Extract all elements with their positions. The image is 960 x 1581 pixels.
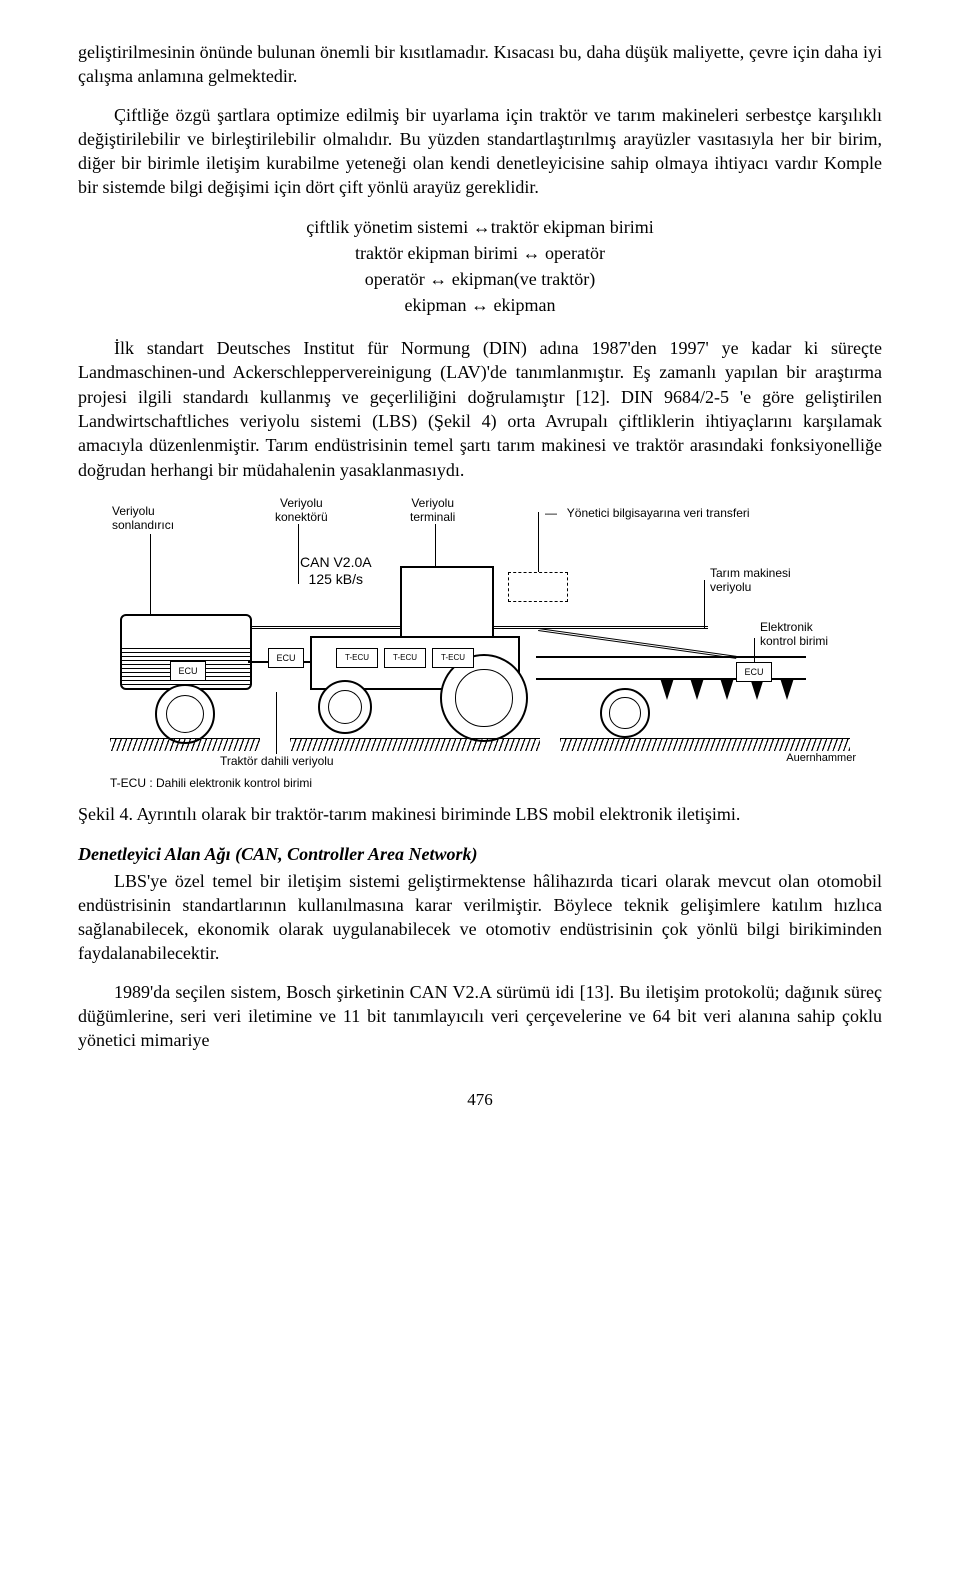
tecu-box-1: T-ECU xyxy=(336,648,378,668)
label-tarim-makinesi-veriyolu: Tarım makinesiveriyolu xyxy=(710,566,791,595)
paragraph-3: İlk standart Deutsches Institut für Norm… xyxy=(78,336,882,482)
label-elektronik-kontrol: Elektronikkontrol birimi xyxy=(760,620,828,649)
figure-lbs-diagram: Veriyolusonlandırıcı Veriyolukonektörü V… xyxy=(100,496,860,796)
paragraph-1: geliştirilmesinin önünde bulunan önemli … xyxy=(78,40,882,89)
interface-line-3: operatör ↔ ekipman(ve traktör) xyxy=(78,266,882,292)
ecu-box-front: ECU xyxy=(268,648,304,668)
tecu-box-3: T-ECU xyxy=(432,648,474,668)
plough-blade-5 xyxy=(780,678,794,700)
label-veriyolu-terminali: Veriyoluterminali xyxy=(410,496,455,525)
label-veriyolu-konektoru: Veriyolukonektörü xyxy=(275,496,328,525)
label-veriyolu-sonlandirici: Veriyolusonlandırıcı xyxy=(112,504,174,533)
plough-blade-3 xyxy=(720,678,734,700)
section-heading-can: Denetleyici Alan Ağı (CAN, Controller Ar… xyxy=(78,842,882,866)
plough-wheel xyxy=(600,688,650,738)
paragraph-2: Çiftliğe özgü şartlara optimize edilmiş … xyxy=(78,103,882,200)
paragraph-5: 1989'da seçilen sistem, Bosch şirketinin… xyxy=(78,980,882,1053)
label-tecu-note: T-ECU : Dahili elektronik kontrol birimi xyxy=(110,776,312,790)
trailer-wheel xyxy=(155,684,215,744)
label-can-spec: CAN V2.0A125 kB/s xyxy=(300,554,372,588)
dashed-terminal xyxy=(508,572,568,602)
label-yonetici-transfer: — Yönetici bilgisayarına veri transferi xyxy=(545,506,750,520)
ecu-box-plough: ECU xyxy=(736,662,772,682)
interface-line-4: ekipman ↔ ekipman xyxy=(78,292,882,318)
label-traktor-dahili: Traktör dahili veriyolu xyxy=(220,754,334,768)
interface-line-1: çiftlik yönetim sistemi ↔traktör ekipman… xyxy=(78,214,882,240)
ground-right xyxy=(560,738,850,751)
tractor-front-wheel xyxy=(318,680,372,734)
label-auernhammer: Auernhammer xyxy=(786,752,856,765)
plough-blade-2 xyxy=(690,678,704,700)
ground-mid xyxy=(290,738,540,751)
plough-blade-1 xyxy=(660,678,674,700)
ground-left xyxy=(110,738,260,751)
ecu-box-trailer: ECU xyxy=(170,661,206,681)
interface-list: çiftlik yönetim sistemi ↔traktör ekipman… xyxy=(78,214,882,318)
tractor-cab xyxy=(400,566,494,640)
paragraph-4: LBS'ye özel temel bir iletişim sistemi g… xyxy=(78,869,882,966)
figure-caption: Şekil 4. Ayrıntılı olarak bir traktör-ta… xyxy=(78,802,882,826)
interface-line-2: traktör ekipman birimi ↔ operatör xyxy=(78,240,882,266)
tecu-box-2: T-ECU xyxy=(384,648,426,668)
page-number: 476 xyxy=(78,1089,882,1112)
